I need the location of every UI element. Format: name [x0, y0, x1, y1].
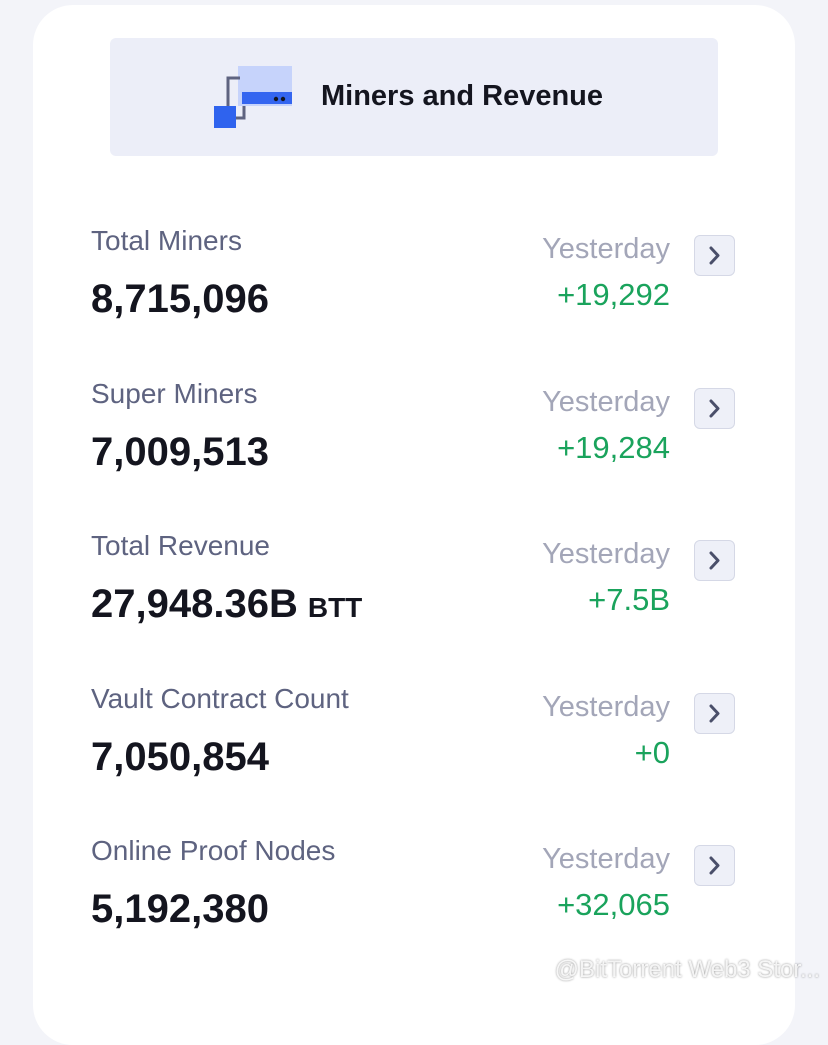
change-value: +32,065 — [557, 887, 670, 922]
stat-row: Online Proof Nodes 5,192,380 Yesterday +32,… — [33, 835, 795, 955]
stat-label: Super Miners — [91, 377, 258, 409]
stat-unit: BTT — [307, 592, 363, 623]
stat-label: Vault Contract Count — [91, 682, 349, 714]
stat-number: 5,192,380 — [91, 887, 269, 931]
chevron-icon — [709, 551, 720, 570]
stat-number: 27,948.36B — [91, 582, 298, 626]
stat-row: Total Miners 8,715,096 Yesterday +19,292 — [33, 225, 795, 345]
period-label: Yesterday — [542, 690, 670, 723]
detail-button[interactable] — [694, 540, 735, 581]
change-value: +19,284 — [557, 429, 670, 465]
chevron-icon — [709, 246, 720, 265]
header: Miners and Revenue — [110, 38, 718, 156]
stat-row: Total Revenue 27,948.36B BTT Yesterday +7.5B — [33, 530, 795, 650]
stat-label: Online Proof Nodes — [91, 835, 336, 866]
detail-button[interactable] — [694, 692, 735, 734]
card: Miners and Revenue Total Miners 8,715,096… — [33, 5, 795, 1045]
stat-value: 5,192,380 — [91, 887, 269, 932]
period-label: Yesterday — [542, 233, 670, 265]
stat-value: 7,009,513 — [91, 430, 269, 475]
stat-label: Total Miners — [91, 225, 242, 256]
stat-row: Vault Contract Count 7,050,854 Yesterday +0 — [33, 683, 795, 803]
watermark: @BitTorrent Web3 Stor... — [554, 956, 820, 983]
period-label: Yesterday — [542, 538, 670, 570]
period-label: Yesterday — [542, 385, 670, 418]
change-value: +7.5B — [588, 582, 670, 617]
detail-button[interactable] — [694, 235, 735, 276]
header-title: Miners and Revenue — [321, 80, 604, 112]
stat-value: 27,948.36B BTT — [91, 582, 362, 627]
stat-number: 7,050,854 — [91, 734, 269, 779]
chevron-icon — [709, 856, 720, 875]
chevron-icon — [709, 399, 720, 417]
chevron-icon — [709, 704, 720, 722]
stat-row: Super Miners 7,009,513 Yesterday +19,284 — [33, 378, 795, 498]
page: Miners and Revenue Total Miners 8,715,096… — [33, 5, 820, 1045]
stat-label: Total Revenue — [91, 530, 271, 561]
header-icon — [214, 66, 292, 128]
stat-value: 7,050,854 — [91, 735, 269, 780]
detail-button[interactable] — [694, 845, 735, 886]
detail-button[interactable] — [694, 387, 735, 429]
change-value: +0 — [634, 734, 670, 770]
change-value: +19,292 — [557, 277, 670, 312]
stat-number: 8,715,096 — [91, 277, 269, 321]
stat-value: 8,715,096 — [91, 277, 269, 322]
period-label: Yesterday — [542, 843, 670, 875]
stat-number: 7,009,513 — [91, 429, 269, 474]
